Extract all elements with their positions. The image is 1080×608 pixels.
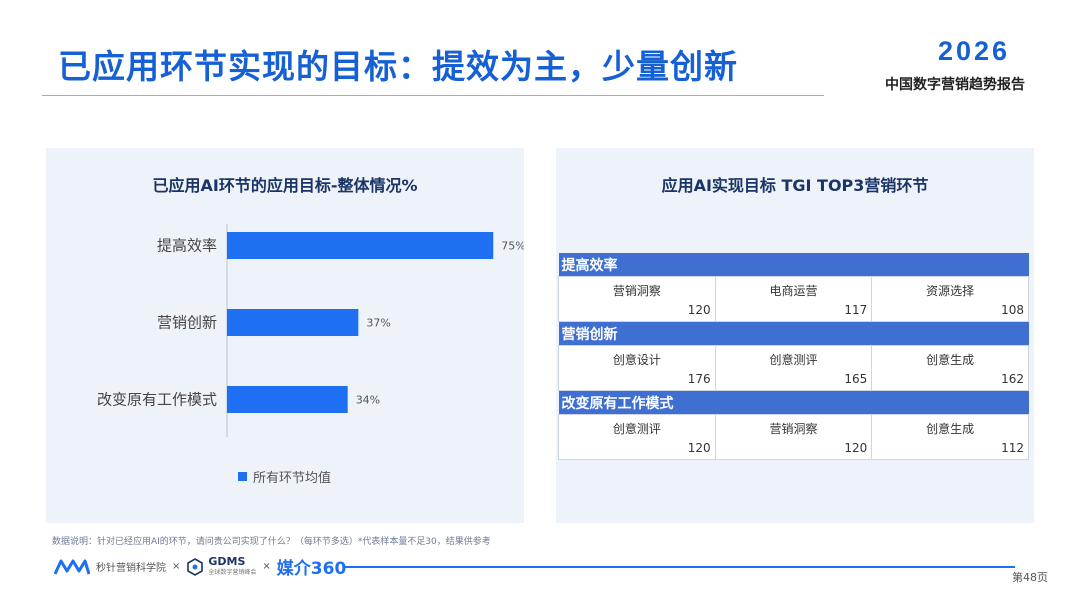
gdms-logo-icon [187, 557, 204, 576]
brand-year: 2026 [938, 36, 1011, 66]
times-sign: × [262, 561, 271, 572]
legend-label: 所有环节均值 [253, 471, 332, 486]
data-label: 75% [501, 240, 524, 253]
category-label: 营销创新 [157, 314, 217, 332]
footer-line [343, 566, 1015, 568]
tgi-cell: 资源选择 108 [871, 276, 1029, 322]
page-title: 已应用环节实现的目标：提效为主，少量创新 [58, 47, 738, 86]
legend-swatch [238, 472, 247, 481]
data-footnote: 数据说明：针对已经应用AI的环节，请问贵公司实现了什么？（每环节多选）*代表样本… [52, 537, 491, 547]
tgi-table: 提高效率 营销洞察 120 电商运营 117 资源选择 108 营销创新 创意设计 17… [558, 253, 1029, 460]
cell-label: 电商运营 [769, 284, 818, 298]
miaozhen-logo-text: 秒针营销科学院 [96, 563, 166, 574]
meijie360-logo: 媒介360 [276, 559, 347, 579]
tgi-cell: 创意测评 165 [714, 345, 873, 391]
cell-label: 创意生成 [926, 422, 975, 436]
cell-label: 创意测评 [769, 353, 818, 367]
cell-label: 创意设计 [612, 353, 661, 367]
bar [227, 309, 359, 336]
cell-label: 创意测评 [612, 422, 661, 436]
times-sign: × [172, 561, 181, 572]
tgi-cell: 电商运营 117 [714, 276, 873, 322]
cell-label: 创意生成 [926, 353, 975, 367]
brand-subtitle: 中国数字营销趋势报告 [885, 77, 1025, 93]
cell-value: 120 [844, 441, 868, 455]
section-name: 改变原有工作模式 [558, 390, 1029, 415]
cell-label: 营销洞察 [769, 422, 818, 436]
chart-title: 已应用AI环节的应用目标-整体情况% [152, 176, 418, 195]
section-name: 提高效率 [558, 253, 1029, 277]
tgi-cell: 创意生成 112 [871, 414, 1029, 460]
category-label: 改变原有工作模式 [97, 391, 217, 409]
tgi-cell: 创意测评 120 [558, 414, 716, 460]
cell-value: 165 [844, 372, 868, 386]
category-label: 提高效率 [157, 237, 217, 255]
cell-value: 120 [687, 303, 711, 317]
section-header: 提高效率 [558, 253, 1029, 277]
bar [227, 232, 494, 259]
gdms-subtitle: 全球数字营销峰会 [208, 568, 257, 576]
section-row: 营销洞察 120 电商运营 117 资源选择 108 [558, 276, 1029, 322]
cell-value: 117 [844, 303, 868, 317]
cell-value: 112 [1001, 441, 1024, 455]
bar-chart: 提高效率 75% 营销创新 37% 改变原有工作模式 34% [97, 224, 524, 437]
miaozhen-logo-icon [54, 559, 90, 575]
section-row: 创意设计 176 创意测评 165 创意生成 162 [558, 345, 1029, 391]
cell-label: 营销洞察 [612, 284, 661, 298]
data-label: 34% [356, 394, 380, 407]
bar [227, 386, 348, 413]
gdms-name: GDMS [208, 554, 246, 568]
tgi-cell: 营销洞察 120 [558, 276, 716, 322]
tgi-cell: 营销洞察 120 [714, 414, 873, 460]
section-header: 营销创新 [558, 321, 1029, 346]
section-name: 营销创新 [558, 321, 1029, 346]
cell-label: 资源选择 [926, 284, 975, 298]
cell-value: 120 [687, 441, 711, 455]
chart-legend: 所有环节均值 [238, 467, 331, 486]
tgi-cell: 创意生成 162 [871, 345, 1029, 391]
chart-panel: 已应用AI环节的应用目标-整体情况% 提高效率 75% 营销创新 37% 改变原有工作模… [46, 148, 524, 523]
gdms-logo-text: GDMS 全球数字营销峰会 [208, 556, 256, 578]
gdms-logo: GDMS 全球数字营销峰会 [186, 556, 256, 578]
section-row: 创意测评 120 营销洞察 120 创意生成 112 [558, 414, 1029, 460]
tgi-cell: 创意设计 176 [558, 345, 716, 391]
tgi-title: 应用AI实现目标 TGI TOP3营销环节 [661, 176, 929, 195]
page-number: 第48页 [1012, 571, 1048, 584]
data-label: 37% [366, 317, 390, 330]
cell-value: 162 [1001, 372, 1024, 386]
cell-value: 176 [687, 372, 711, 386]
title-underline [42, 95, 824, 96]
footer-logos: 秒针营销科学院 × GDMS 全球数字营销峰会 × 媒介360 [54, 554, 346, 579]
section-header: 改变原有工作模式 [558, 390, 1029, 415]
cell-value: 108 [1001, 303, 1024, 317]
